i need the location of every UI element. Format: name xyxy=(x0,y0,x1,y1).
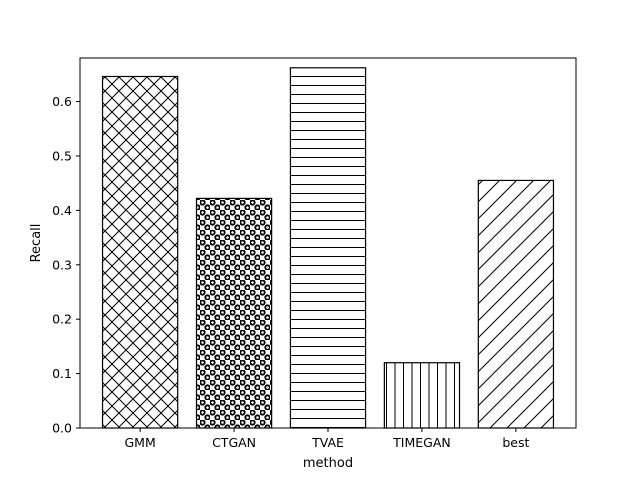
y-tick-label: 0.0 xyxy=(52,421,72,436)
x-tick-label: GMM xyxy=(124,435,155,450)
x-tick-label: CTGAN xyxy=(212,435,256,450)
bar-ctgan xyxy=(195,197,273,429)
y-tick-label: 0.1 xyxy=(52,366,72,381)
plot-frame xyxy=(79,57,577,429)
y-tick-label: 0.5 xyxy=(52,148,72,163)
bar-timegan xyxy=(383,362,461,429)
x-tick-label: TIMEGAN xyxy=(392,435,451,450)
bar-tvae xyxy=(289,67,367,429)
bars-layer xyxy=(101,67,555,429)
bar-best xyxy=(477,179,555,429)
y-tick-label: 0.2 xyxy=(52,312,72,327)
x-tick-label: best xyxy=(502,435,529,450)
y-axis-label: Recall xyxy=(29,224,44,263)
y-tick-label: 0.3 xyxy=(52,257,72,272)
y-tick-label: 0.6 xyxy=(52,94,72,109)
bar-gmm xyxy=(101,75,179,429)
y-axis-ticks: 0.0 0.1 0.2 0.3 0.4 0.5 0.6 xyxy=(52,94,80,436)
y-tick-label: 0.4 xyxy=(52,203,72,218)
x-axis-ticks: GMM CTGAN TVAE TIMEGAN best xyxy=(124,428,529,450)
x-tick-label: TVAE xyxy=(311,435,344,450)
x-axis-label: method xyxy=(303,456,353,471)
